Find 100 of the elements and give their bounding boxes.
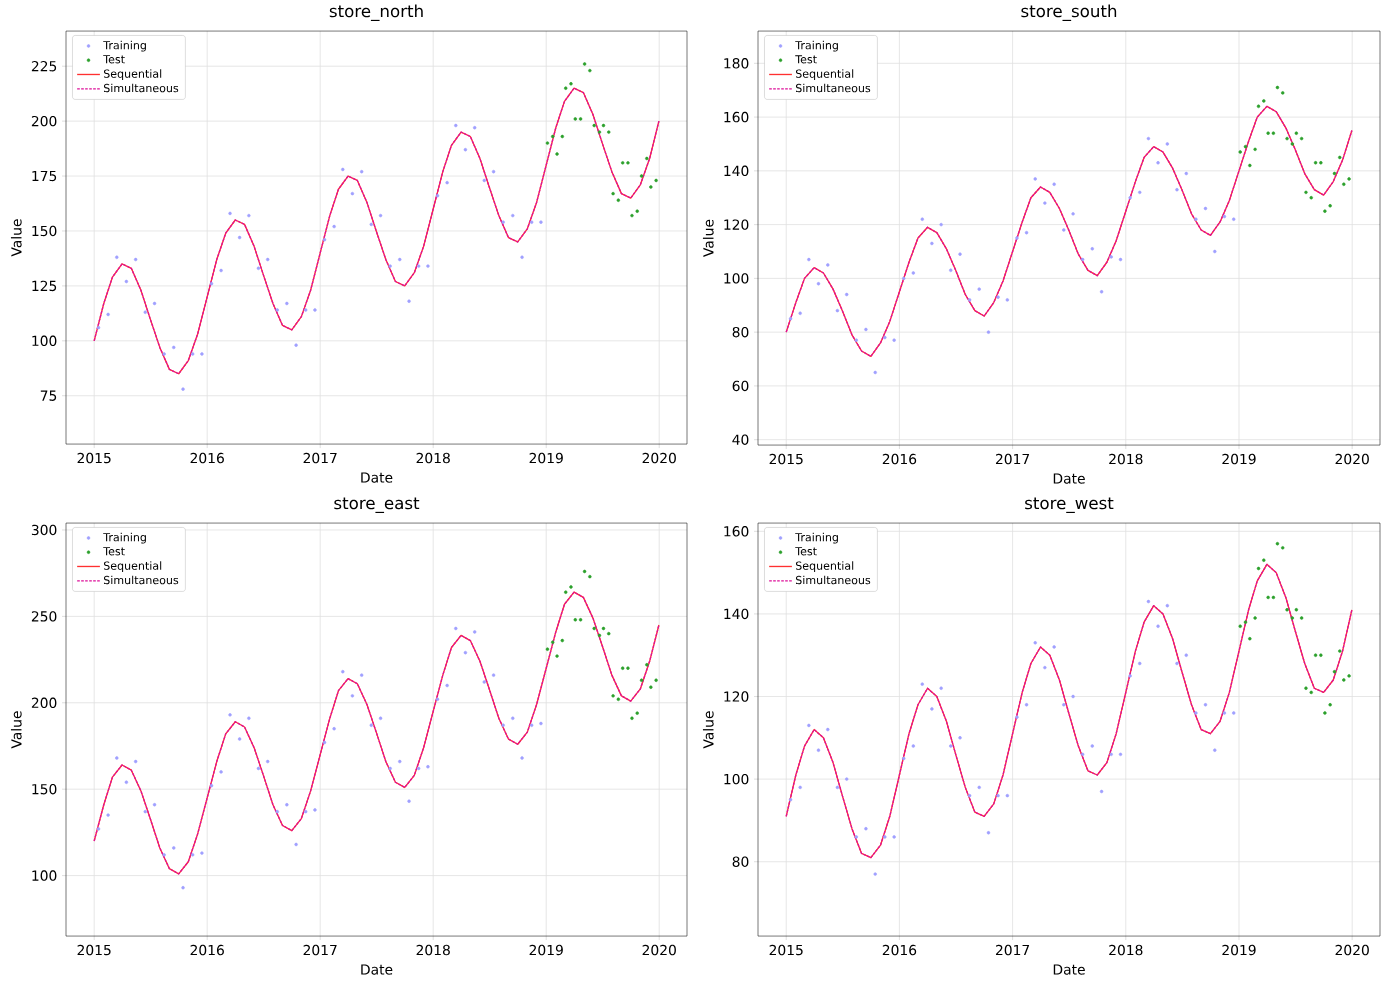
point xyxy=(1099,290,1104,294)
point xyxy=(911,271,916,275)
x-tick-label: 2016 xyxy=(190,944,224,956)
point xyxy=(654,678,658,683)
point xyxy=(560,638,565,643)
point xyxy=(597,130,602,134)
point xyxy=(256,766,261,771)
point xyxy=(378,716,383,721)
point xyxy=(902,276,906,281)
point xyxy=(873,370,877,375)
point xyxy=(1099,789,1104,794)
point xyxy=(1062,703,1066,707)
point xyxy=(1299,136,1304,141)
y-tick-label: 250 xyxy=(31,611,57,622)
point xyxy=(1128,674,1132,678)
y-tick-label: 80 xyxy=(732,856,749,867)
point xyxy=(1266,595,1270,600)
point xyxy=(445,180,449,185)
point xyxy=(143,809,147,814)
x-tick-label: 2016 xyxy=(882,453,917,465)
point xyxy=(1052,182,1056,186)
point xyxy=(1184,653,1188,657)
legend-label: Test xyxy=(795,55,817,64)
point xyxy=(611,694,615,698)
y-tick-label: 120 xyxy=(724,219,749,230)
point xyxy=(835,785,840,790)
point xyxy=(1090,744,1095,748)
point xyxy=(1338,649,1342,653)
legend-label: Training xyxy=(103,40,146,52)
point xyxy=(977,785,981,790)
point xyxy=(1253,147,1257,152)
point xyxy=(611,191,615,196)
point xyxy=(152,301,157,306)
point xyxy=(454,123,458,128)
point xyxy=(816,281,821,286)
legend-label: Test xyxy=(103,547,125,556)
point xyxy=(630,213,634,218)
legend-label: Training xyxy=(795,40,838,52)
point xyxy=(601,123,606,128)
x-tick-label: 2015 xyxy=(769,944,803,956)
point xyxy=(445,683,449,688)
point xyxy=(115,255,119,260)
point xyxy=(1231,711,1236,715)
point xyxy=(986,330,991,334)
y-axis-title: Value xyxy=(702,219,714,257)
point xyxy=(1062,228,1066,232)
y-tick-label: 100 xyxy=(724,773,749,785)
x-tick-label: 2018 xyxy=(1109,453,1143,465)
x-tick-label: 2017 xyxy=(303,944,337,956)
point xyxy=(844,292,849,297)
point xyxy=(228,211,232,216)
point xyxy=(1005,298,1010,302)
point xyxy=(265,257,270,262)
point xyxy=(1090,247,1095,251)
point xyxy=(1332,669,1337,674)
point xyxy=(607,130,611,134)
point xyxy=(124,279,129,284)
point xyxy=(322,237,327,242)
point xyxy=(854,835,859,839)
point xyxy=(1256,566,1261,571)
point xyxy=(635,209,639,213)
point xyxy=(133,257,138,262)
x-tick-label: 2020 xyxy=(1335,944,1369,956)
point xyxy=(578,117,583,121)
point xyxy=(1280,91,1285,95)
point xyxy=(1313,653,1318,657)
y-axis-title: Value xyxy=(10,219,22,257)
point xyxy=(1222,711,1227,715)
legend-label: Simultaneous xyxy=(795,575,871,585)
point xyxy=(341,167,345,172)
point xyxy=(883,835,887,839)
point xyxy=(1248,636,1252,641)
point xyxy=(1309,195,1313,200)
x-axis-title: Date xyxy=(1053,473,1085,484)
point xyxy=(607,631,611,636)
point xyxy=(573,618,578,622)
point xyxy=(1231,217,1236,221)
point xyxy=(1175,187,1179,192)
point xyxy=(426,764,430,769)
point xyxy=(285,301,289,306)
point xyxy=(582,569,587,574)
point xyxy=(639,174,644,178)
point xyxy=(106,312,110,317)
point xyxy=(597,633,602,638)
point xyxy=(181,885,185,890)
point xyxy=(620,666,625,670)
y-tick-label: 150 xyxy=(32,783,57,795)
x-tick-label: 2020 xyxy=(642,944,676,956)
chart-title: store_west xyxy=(1025,497,1114,513)
point xyxy=(1290,616,1295,620)
legend-label: Sequential xyxy=(103,69,162,80)
point xyxy=(1294,131,1299,135)
point xyxy=(181,387,185,391)
point xyxy=(152,802,157,807)
point xyxy=(1304,686,1308,690)
point xyxy=(228,713,232,717)
point xyxy=(920,217,925,221)
point xyxy=(463,147,468,152)
point xyxy=(529,220,534,224)
point xyxy=(359,673,364,677)
